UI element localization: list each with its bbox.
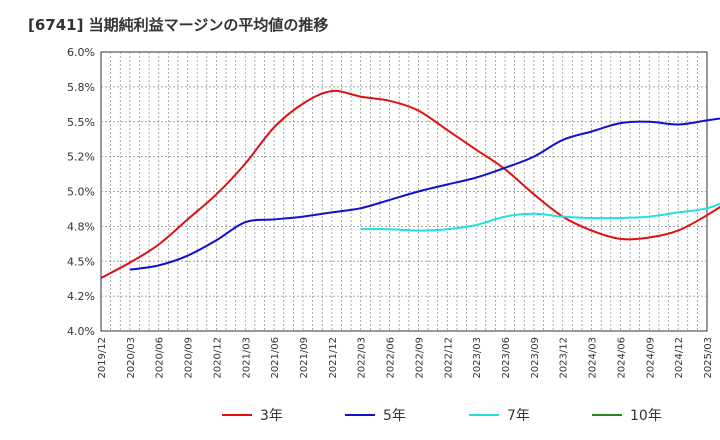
- legend-label-2: 5年: [383, 408, 406, 424]
- x-tick-label: 2021/09: [299, 337, 310, 379]
- x-tick-label: 2024/06: [616, 337, 627, 379]
- legend-label-1: 3年: [260, 408, 283, 424]
- x-tick-label: 2020/09: [184, 337, 195, 379]
- x-tick-label: 2023/03: [472, 337, 483, 379]
- y-axis-ticks: 4.0% 4.2% 4.5% 4.8% 5.0% 5.2% 5.5% 5.8% 6.0%: [67, 46, 95, 338]
- x-tick-label: 2025/03: [703, 337, 714, 379]
- x-axis-ticks: 2019/12 2020/03 2020/06 2020/09 2020/12 2021/…: [97, 337, 714, 379]
- y-tick-label: 4.5%: [67, 255, 95, 268]
- series-layer: [100, 89, 720, 279]
- y-tick-label: 4.2%: [67, 290, 95, 303]
- legend: 3年 5年 7年 10年: [222, 408, 662, 424]
- plot-area: [100, 51, 708, 332]
- x-tick-label: 2020/12: [212, 337, 223, 379]
- x-tick-label: 2024/12: [674, 337, 685, 379]
- series-line-2: [129, 117, 720, 271]
- grid-layer: [101, 52, 707, 331]
- x-tick-label: 2020/03: [126, 337, 137, 379]
- x-tick-label: 2024/03: [588, 337, 599, 379]
- legend-label-3: 7年: [507, 408, 530, 424]
- legend-label-4: 10年: [630, 408, 662, 424]
- y-tick-label: 5.0%: [67, 186, 95, 199]
- x-tick-label: 2019/12: [97, 337, 108, 379]
- x-tick-label: 2023/09: [530, 337, 541, 379]
- y-tick-label: 4.8%: [67, 220, 95, 233]
- y-tick-label: 5.5%: [67, 116, 95, 129]
- y-tick-label: 5.2%: [67, 151, 95, 164]
- y-tick-label: 4.0%: [67, 325, 95, 338]
- y-tick-label: 5.8%: [67, 81, 95, 94]
- x-tick-label: 2021/12: [328, 337, 339, 379]
- chart-title: [6741] 当期純利益マージンの平均値の推移: [28, 16, 329, 34]
- x-tick-label: 2020/06: [155, 337, 166, 379]
- x-tick-label: 2024/09: [645, 337, 656, 379]
- x-tick-label: 2022/06: [386, 337, 397, 379]
- x-tick-label: 2021/06: [270, 337, 281, 379]
- x-tick-label: 2022/03: [357, 337, 368, 379]
- x-tick-label: 2022/12: [443, 337, 454, 379]
- x-tick-label: 2023/12: [559, 337, 570, 379]
- y-tick-label: 6.0%: [67, 46, 95, 59]
- x-tick-label: 2021/03: [241, 337, 252, 379]
- x-tick-label: 2023/06: [501, 337, 512, 379]
- series-line-3: [360, 202, 720, 232]
- x-tick-label: 2022/09: [414, 337, 425, 379]
- series-line-1: [100, 89, 720, 279]
